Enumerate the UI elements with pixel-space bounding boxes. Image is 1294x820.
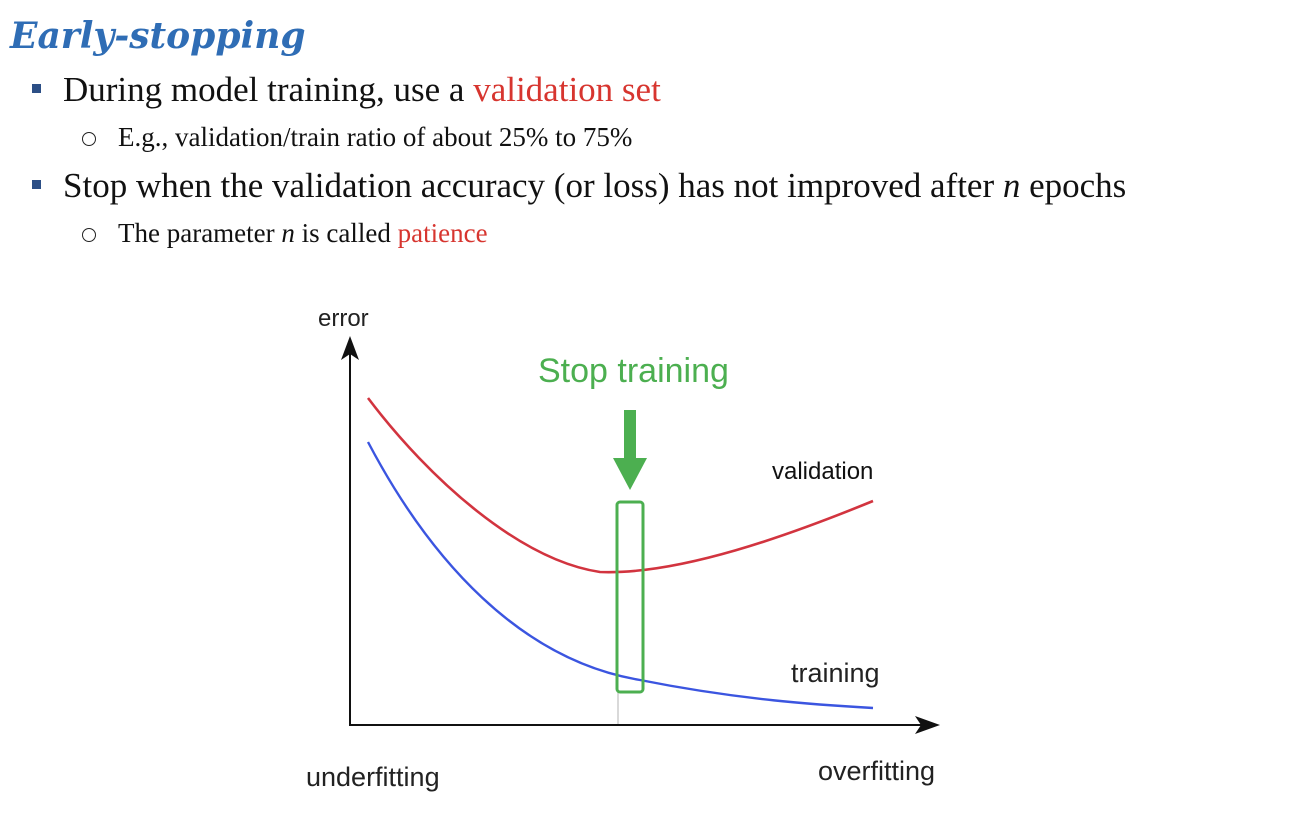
stop-highlight-box <box>615 500 645 694</box>
validation-curve <box>366 397 874 574</box>
stop-training-label: Stop training <box>538 352 729 390</box>
highlight-patience: patience <box>397 218 488 248</box>
y-axis-arrow-icon <box>341 336 359 360</box>
bullet-text-suffix: epochs <box>1020 166 1127 205</box>
square-bullet-icon <box>32 84 41 94</box>
bullet-stop-condition: Stop when the validation accuracy (or lo… <box>32 166 1126 206</box>
bullet-validation-set: During model training, use a validation … <box>32 70 661 110</box>
circle-bullet-icon <box>82 132 96 146</box>
y-axis-label: error <box>318 305 369 332</box>
stop-arrow-shaft <box>624 410 636 460</box>
sub-bullet-patience: The parameter n is called patience <box>82 216 488 250</box>
sub-bullet-ratio: E.g., validation/train ratio of about 25… <box>82 120 632 154</box>
highlight-validation-set: validation set <box>473 70 661 109</box>
bullet-text: Stop when the validation accuracy (or lo… <box>63 166 1003 205</box>
overfitting-label: overfitting <box>818 756 935 786</box>
validation-label: validation <box>772 458 873 485</box>
training-label: training <box>791 658 880 688</box>
down-arrow-icon <box>613 458 647 490</box>
slide-title: Early-stopping <box>10 15 306 57</box>
bullet-text: During model training, use a <box>63 70 474 109</box>
training-curve <box>366 441 874 710</box>
circle-bullet-icon <box>82 228 96 242</box>
sub-bullet-text: The parameter <box>118 218 282 248</box>
square-bullet-icon <box>32 180 41 190</box>
variable-n: n <box>281 218 295 248</box>
underfitting-label: underfitting <box>306 762 440 792</box>
variable-n: n <box>1002 166 1021 205</box>
sub-bullet-text-middle: is called <box>294 218 398 248</box>
sub-bullet-text: E.g., validation/train ratio of about 25… <box>118 122 633 152</box>
x-axis-arrow-icon <box>915 716 940 734</box>
